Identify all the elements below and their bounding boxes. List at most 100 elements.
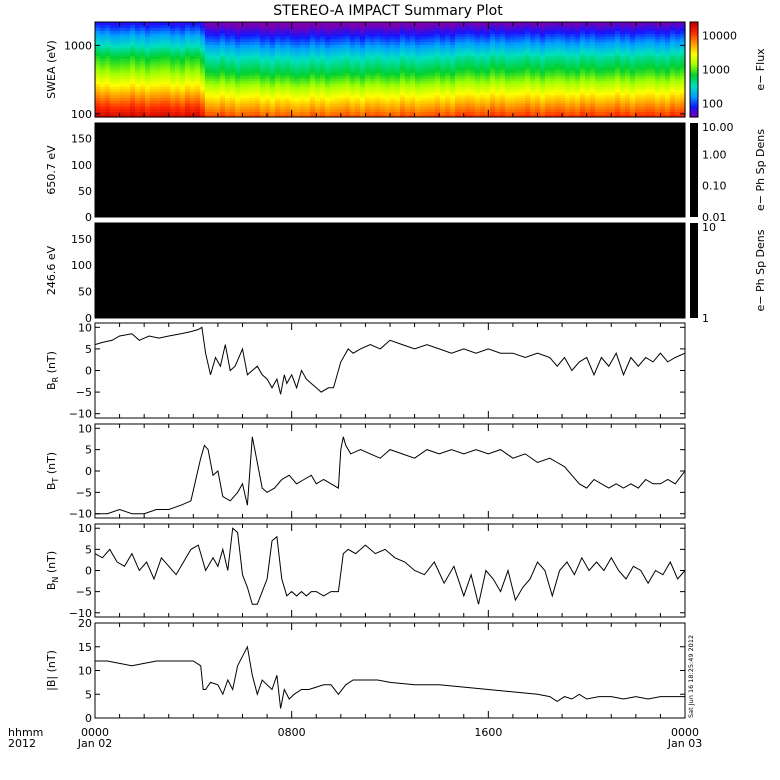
spectrogram-cell (395, 97, 401, 101)
spectrogram-cell (640, 61, 646, 65)
spectrogram-cell (410, 86, 416, 90)
spectrogram-cell (450, 22, 456, 26)
spectrogram-cell (465, 108, 471, 113)
spectrogram-cell (660, 105, 666, 110)
spectrogram-cell (165, 66, 171, 71)
spectrogram-cell (315, 103, 321, 107)
spectrogram-cell (560, 114, 566, 118)
spectrogram-cell (230, 33, 236, 37)
spectrogram-cell (100, 52, 106, 57)
spectrogram-cell (100, 58, 106, 62)
spectrogram-cell (460, 66, 466, 71)
spectrogram-cell (460, 30, 466, 34)
spectrogram-cell (220, 91, 226, 96)
spectrogram-cell (435, 30, 441, 34)
spectrogram-cell (180, 114, 186, 118)
spectrogram-cell (300, 86, 306, 90)
spectrogram-cell (480, 105, 486, 110)
spectrogram-cell (140, 55, 146, 59)
spectrogram-cell (185, 108, 191, 113)
spectrogram-cell (390, 80, 396, 85)
spectrogram-cell (150, 72, 156, 76)
spectrogram-cell (380, 33, 386, 37)
spectrogram-cell (630, 41, 636, 45)
spectrogram-cell (545, 35, 551, 40)
spectrogram-cell (110, 35, 116, 40)
spectrogram-cell (190, 24, 196, 29)
spectrogram-cell (625, 47, 631, 51)
spectrogram-cell (490, 100, 496, 104)
spectrogram-cell (210, 38, 216, 43)
spectrogram-cell (675, 108, 681, 113)
spectrogram-cell (310, 63, 316, 68)
spectrogram-cell (270, 69, 276, 73)
spectrogram-cell (265, 33, 271, 37)
spectrogram-cell (470, 47, 476, 51)
spectrogram-cell (300, 94, 306, 99)
spectrogram-cell (340, 61, 346, 65)
spectrogram-cell (290, 75, 296, 79)
spectrogram-cell (405, 86, 411, 90)
spectrogram-cell (670, 105, 676, 110)
spectrogram-cell (510, 27, 516, 31)
spectrogram-cell (680, 103, 686, 107)
spectrogram-cell (380, 35, 386, 40)
spectrogram-cell (280, 22, 286, 26)
spectrogram-cell (430, 100, 436, 104)
spectrogram-cell (225, 111, 231, 115)
spectrogram-cell (290, 80, 296, 85)
spectrogram-cell (670, 52, 676, 57)
spectrogram-cell (200, 24, 206, 29)
spectrogram-cell (345, 75, 351, 79)
spectrogram-cell (350, 35, 356, 40)
spectrogram-cell (585, 83, 591, 87)
spectrogram-cell (170, 69, 176, 73)
spectrogram-cell (555, 55, 561, 59)
spectrogram-cell (560, 75, 566, 79)
spectrogram-cell (340, 91, 346, 96)
spectrogram-cell (580, 103, 586, 107)
spectrogram-cell (625, 22, 631, 26)
colorbar-cell (690, 79, 698, 82)
spectrogram-cell (325, 58, 331, 62)
spectrogram-cell (560, 30, 566, 34)
spectrogram-cell (220, 94, 226, 99)
spectrogram-cell (605, 114, 611, 118)
spectrogram-cell (265, 44, 271, 48)
spectrogram-cell (335, 49, 341, 54)
spectrogram-cell (575, 89, 581, 93)
spectrogram-cell (670, 103, 676, 107)
spectrogram-cell (420, 22, 426, 26)
spectrogram-cell (295, 100, 301, 104)
spectrogram-cell (525, 24, 531, 29)
spectrogram-cell (605, 44, 611, 48)
spectrogram-cell (465, 63, 471, 68)
spectrogram-cell (655, 105, 661, 110)
spectrogram-cell (660, 69, 666, 73)
spectrogram-cell (655, 66, 661, 71)
spectrogram-cell (475, 35, 481, 40)
spectrogram-cell (385, 63, 391, 68)
spectrogram-cell (635, 49, 641, 54)
spectrogram-cell (285, 27, 291, 31)
spectrogram-cell (570, 47, 576, 51)
spectrogram-cell (565, 30, 571, 34)
spectrogram-cell (430, 94, 436, 99)
colorbar-cell (690, 71, 698, 74)
spectrogram-cell (200, 41, 206, 45)
spectrogram-cell (680, 55, 686, 59)
spectrogram-cell (585, 61, 591, 65)
spectrogram-cell (425, 35, 431, 40)
spectrogram-cell (395, 75, 401, 79)
spectrogram-cell (365, 103, 371, 107)
spectrogram-cell (100, 27, 106, 31)
spectrogram-cell (555, 52, 561, 57)
spectrogram-cell (115, 89, 121, 93)
spectrogram-cell (510, 94, 516, 99)
spectrogram-cell (465, 33, 471, 37)
spectrogram-cell (205, 66, 211, 71)
spectrogram-cell (585, 111, 591, 115)
spectrogram-cell (610, 105, 616, 110)
spectrogram-cell (515, 91, 521, 96)
spectrogram-cell (605, 49, 611, 54)
